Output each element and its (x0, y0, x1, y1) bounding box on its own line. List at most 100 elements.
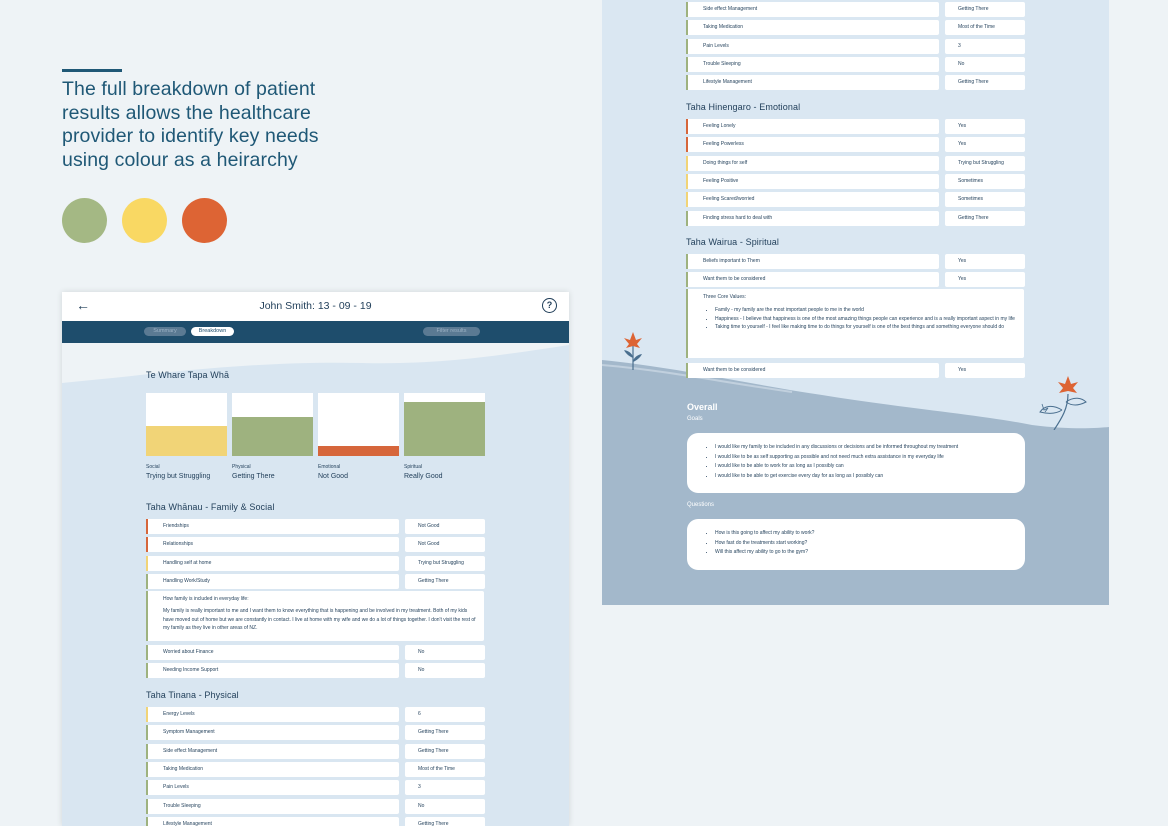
question-label: Trouble Sleeping (703, 60, 741, 67)
flag-marker (146, 761, 148, 777)
goal-item: I would like my family to be included in… (715, 443, 1025, 453)
question-label: Friendships (163, 523, 189, 529)
goal-item: I would like to be able to work for as l… (715, 462, 1025, 472)
family-included-box: How family is included in everyday life:… (146, 591, 484, 641)
question-label: Taking Medication (163, 765, 204, 772)
question-row[interactable]: Feeling Lonely (686, 119, 939, 134)
flag-marker (686, 20, 688, 36)
family-included-text: My family is really important to me and … (163, 608, 476, 631)
question-row[interactable]: Friendships (146, 519, 399, 534)
flag-marker (146, 537, 148, 553)
question-row[interactable]: Feeling Scared/worried (686, 192, 939, 208)
flag-marker (146, 663, 148, 679)
intro-headline: The full breakdown of patient results al… (62, 78, 319, 171)
physical-heading: Taha Tinana - Physical (146, 690, 239, 700)
question-row[interactable]: Lifestyle Management (686, 75, 939, 91)
question-row[interactable]: Taking Medication (146, 761, 399, 777)
core-value-item: Family - my family are the most importan… (715, 306, 1017, 315)
answer-value: No (405, 645, 485, 660)
question-label: Handling Work/Study (163, 577, 210, 584)
question-label: Side effect Management (163, 747, 218, 754)
answer-value: Sometimes (945, 173, 1025, 189)
question-label: Beliefs important to Them (703, 258, 760, 264)
overview-bar-caption: Spiritual (404, 464, 423, 470)
answer-value: 3 (405, 780, 485, 796)
question-row[interactable]: Lifestyle Management (146, 816, 399, 826)
overview-bar-card (318, 393, 399, 456)
question-label: Symptom Management (163, 729, 215, 736)
question-row[interactable]: Worried about Finance (146, 645, 399, 660)
back-arrow-icon[interactable]: ← (76, 297, 90, 313)
answer-value: Not Good (405, 537, 485, 553)
answer-value: No (405, 663, 485, 679)
question-label: Needing Income Support (163, 667, 219, 674)
overview-bar-card (146, 393, 227, 456)
flag-marker (686, 155, 688, 171)
question-label: Energy Levels (163, 711, 195, 717)
flag-marker (146, 798, 148, 814)
emotional-heading: Taha Hinengaro - Emotional (686, 102, 801, 112)
flag-marker (686, 210, 688, 226)
question-row[interactable]: Taking Medication (686, 20, 939, 36)
flag-marker (686, 2, 688, 17)
question-label: Feeling Powerless (703, 141, 744, 148)
tab-breakdown[interactable]: Breakdown (191, 327, 234, 336)
answer-value: Getting There (405, 816, 485, 826)
question-row[interactable]: Doing things for self (686, 155, 939, 171)
question-label: Lifestyle Management (703, 79, 752, 86)
question-label: Feeling Scared/worried (703, 196, 755, 203)
answer-value: No (945, 56, 1025, 72)
question-row[interactable]: Feeling Positive (686, 173, 939, 189)
question-row[interactable]: Handling self at home (146, 555, 399, 571)
swatch-orange (182, 198, 227, 243)
question-row[interactable]: Side effect Management (686, 2, 939, 17)
question-row[interactable]: Relationships (146, 537, 399, 553)
overview-bar-value: Trying but Struggling (146, 473, 211, 480)
core-values-list: Family - my family are the most importan… (703, 306, 1017, 332)
question-row[interactable]: Want them to be considered (686, 272, 939, 288)
core-values-label: Three Core Values: (703, 294, 746, 300)
flag-marker (686, 192, 688, 208)
question-row[interactable]: Needing Income Support (146, 663, 399, 679)
core-values-box: Three Core Values: Family - my family ar… (686, 289, 1024, 358)
question-row[interactable]: Symptom Management (146, 725, 399, 741)
filter-results-button[interactable]: Filter results (423, 327, 480, 336)
question-row[interactable]: Finding stress hard to deal with (686, 210, 939, 226)
question-row[interactable]: Want them to be considered (686, 363, 939, 378)
flag-marker (686, 173, 688, 189)
goals-list: I would like my family to be included in… (687, 443, 1025, 481)
flag-marker (686, 254, 688, 269)
question-row[interactable]: Handling Work/Study (146, 573, 399, 589)
question-row[interactable]: Pain Levels (146, 780, 399, 796)
answer-value: Most of the Time (945, 20, 1025, 36)
overview-bar-card (232, 393, 313, 456)
question-row[interactable]: Pain Levels (686, 38, 939, 54)
flag-marker (146, 645, 148, 660)
question-row[interactable]: Beliefs important to Them (686, 254, 939, 269)
help-icon[interactable]: ? (542, 298, 557, 313)
overview-bar-fill (232, 416, 313, 456)
question-row[interactable]: Energy Levels (146, 707, 399, 722)
answer-value: No (405, 798, 485, 814)
tab-summary[interactable]: Summary (144, 327, 186, 336)
question-row[interactable]: Trouble Sleeping (146, 798, 399, 814)
flag-marker (146, 780, 148, 796)
tab-bar: Summary Breakdown Filter results (62, 321, 569, 343)
question-item: How is this going to affect my ability t… (715, 529, 1025, 539)
flag-marker (686, 119, 688, 134)
questions-label: Questions (687, 502, 715, 508)
answer-value: 3 (945, 38, 1025, 54)
question-row[interactable]: Feeling Powerless (686, 137, 939, 153)
flag-marker (146, 573, 148, 589)
flag-marker (686, 289, 688, 358)
question-row[interactable]: Side effect Management (146, 743, 399, 759)
answer-value: Most of the Time (405, 761, 485, 777)
overview-bar-value: Getting There (232, 473, 275, 480)
flag-marker (686, 75, 688, 91)
breakdown-screen-continued: Side effect Management Getting There Takin… (602, 0, 1109, 605)
flag-marker (686, 137, 688, 153)
family-heading: Taha Whānau - Family & Social (146, 502, 275, 512)
question-row[interactable]: Trouble Sleeping (686, 56, 939, 72)
question-item: How fast do the treatments start working… (715, 539, 1025, 549)
question-label: Want them to be considered (703, 367, 766, 373)
